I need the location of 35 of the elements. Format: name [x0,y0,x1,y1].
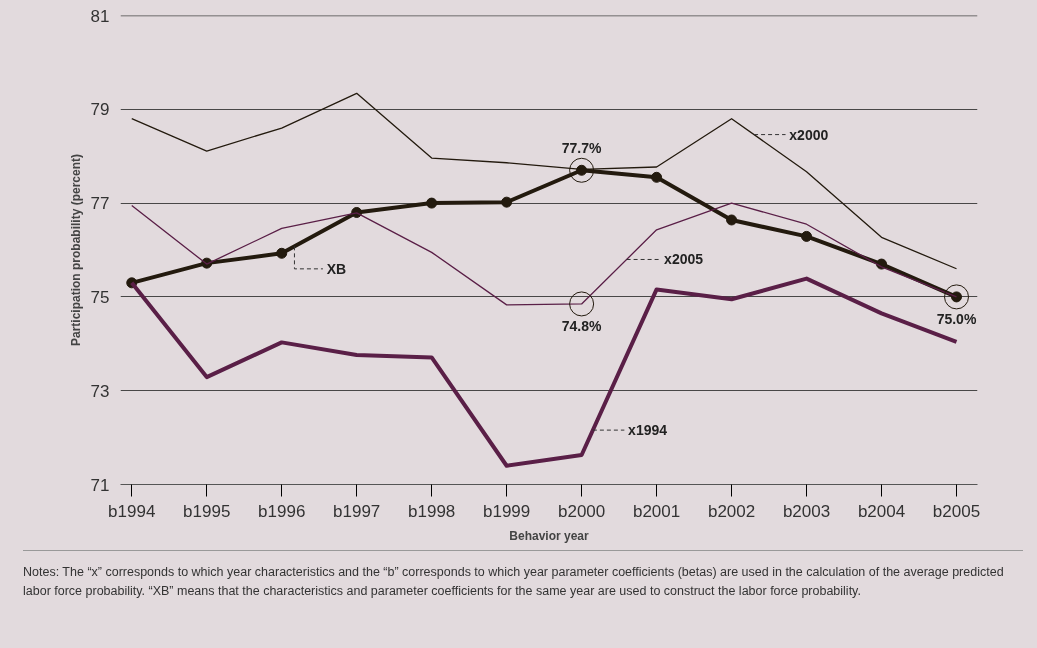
point [501,196,513,208]
x-tick-label: b1996 [258,501,306,521]
point [569,157,595,183]
x-tick-label: b2001 [632,501,681,521]
series-label: x2005 [664,251,704,268]
y-axis-title: Participation probability (percent) [68,153,83,347]
point [276,247,288,259]
point [426,197,438,209]
x-tick-label: b2005 [932,501,981,521]
text: x1994 [628,422,668,439]
x-tick-label: b1994 [108,501,156,521]
y-tick-label: 81 [90,6,110,26]
x-tick-label: b2000 [557,501,606,521]
x-tick-label: b1995 [183,501,231,521]
y-tick-label: 73 [90,381,110,401]
point [801,230,813,242]
point [726,214,738,226]
x-tick-label: b2003 [782,501,831,521]
annotation: 74.8% [561,317,603,334]
annotation: 77.7% [561,140,603,157]
y-tick-label: 77 [90,194,110,214]
x-tick-label: b1998 [408,501,456,521]
x-axis-title: Behavior year [509,528,590,543]
annotation: 75.0% [936,310,977,327]
y-tick-label: 75 [90,287,110,307]
text: Notes: The “x” corresponds to which year characteristics and the “b” corresponds to which year parameter coefficients (betas) are used in the calculation of the average predicted labor force probability. “XB” means that the characteristics and parameter coefficients for the same year are used to construct the labor force probability. [23,550,1023,602]
series-label: x2000 [789,126,829,143]
y-tick-label: 71 [90,475,110,495]
x-tick-label: b1997 [333,501,381,521]
y-tick-label: 79 [90,100,110,120]
x-tick-label: b2004 [857,501,906,521]
text: XB [326,260,347,277]
x-tick-label: b1999 [483,501,531,521]
point [651,171,663,183]
x-tick-label: b2002 [707,501,756,521]
